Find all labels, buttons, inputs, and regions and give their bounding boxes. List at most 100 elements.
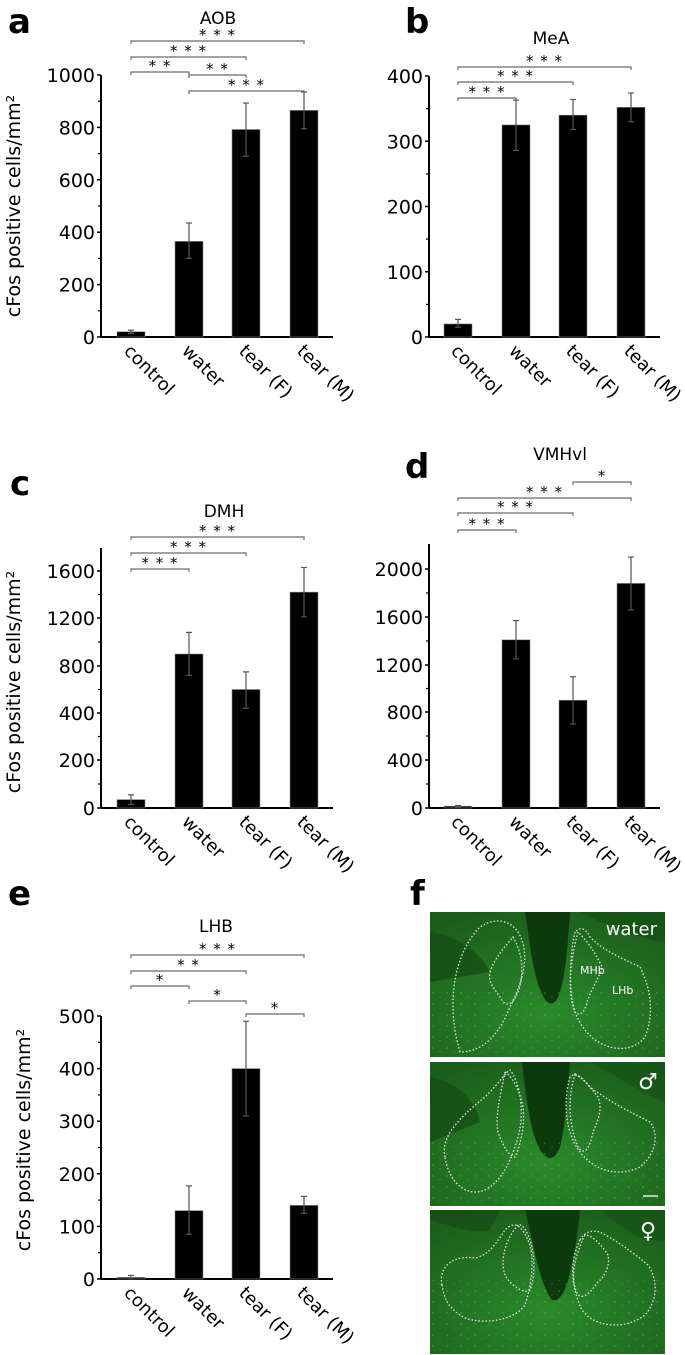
significance-bracket: * * * bbox=[457, 515, 517, 533]
microscopy-panel: water MHb LHb ♂ bbox=[430, 912, 665, 1354]
image-water: water MHb LHb bbox=[430, 912, 665, 1057]
svg-text:* * *: * * * bbox=[170, 42, 207, 60]
svg-text:* *: * * bbox=[149, 57, 172, 75]
x-tick-label: tear (F) bbox=[561, 812, 623, 874]
chart-aob: AOB 0 200 400 600 800 1000 cFos positive cells/… bbox=[3, 9, 358, 406]
panel-letter-c: c bbox=[10, 464, 30, 504]
chart-dmh: DMH 0 200 400 800 1200 1600 cFos positive cells… bbox=[3, 502, 358, 877]
svg-text:* * *: * * * bbox=[199, 522, 236, 540]
y-tick-label: 800 bbox=[387, 702, 423, 724]
x-tick-label: tear (M) bbox=[292, 341, 358, 407]
y-tick-label: 1600 bbox=[375, 607, 423, 629]
x-tick-label: control bbox=[119, 812, 178, 871]
panel-letter-a: a bbox=[8, 2, 31, 42]
x-tick-label: water bbox=[177, 1283, 229, 1335]
svg-text:* * *: * * * bbox=[497, 67, 534, 85]
significance-bracket: * * * bbox=[130, 940, 305, 958]
significance-bracket: * * * bbox=[130, 42, 247, 60]
svg-text:* * *: * * * bbox=[497, 498, 534, 516]
significance-bracket: * * * bbox=[457, 67, 574, 85]
svg-text:*: * bbox=[213, 986, 222, 1004]
x-tick-label: water bbox=[504, 341, 556, 393]
y-tick-label: 100 bbox=[387, 262, 423, 284]
x-tick-label: tear (F) bbox=[234, 812, 296, 874]
x-tick-label: water bbox=[504, 812, 556, 864]
significance-bracket: * * * bbox=[457, 498, 574, 516]
region-label-lhb: LHb bbox=[612, 984, 633, 997]
significance-bracket: * bbox=[130, 971, 190, 989]
significance-bracket: * * * bbox=[130, 554, 190, 572]
chart-title: DMH bbox=[204, 502, 245, 522]
significance-bracket: * * * bbox=[188, 76, 305, 94]
y-tick-label: 400 bbox=[59, 222, 95, 244]
chart-title: LHB bbox=[199, 917, 233, 937]
y-tick-label: 100 bbox=[59, 1216, 95, 1238]
significance-bracket: * bbox=[188, 986, 247, 1004]
significance-bracket: * * * bbox=[130, 538, 247, 556]
y-tick-label: 200 bbox=[59, 1164, 95, 1186]
x-tick-label: tear (M) bbox=[619, 812, 685, 878]
bar-water bbox=[501, 639, 531, 809]
y-tick-label: 0 bbox=[411, 798, 423, 820]
y-tick-label: 400 bbox=[59, 703, 95, 725]
y-tick-label: 400 bbox=[387, 66, 423, 88]
y-tick-label: 300 bbox=[387, 131, 423, 153]
svg-text:* * *: * * * bbox=[526, 52, 563, 70]
significance-bracket: * * bbox=[130, 956, 247, 974]
y-tick-label: 500 bbox=[59, 1006, 95, 1028]
svg-text:* * *: * * * bbox=[526, 483, 563, 501]
svg-text:* *: * * bbox=[177, 956, 200, 974]
bar-tear-f- bbox=[558, 114, 588, 338]
bar-tear-f- bbox=[231, 129, 261, 338]
panel-letter-b: b bbox=[405, 2, 429, 42]
y-tick-label: 2000 bbox=[375, 559, 423, 581]
bar-tear-m- bbox=[289, 1205, 319, 1280]
significance-bracket: * * bbox=[188, 60, 247, 78]
x-tick-label: tear (F) bbox=[234, 1283, 296, 1345]
y-tick-label: 400 bbox=[59, 1059, 95, 1081]
x-tick-label: tear (M) bbox=[292, 812, 358, 878]
y-tick-label: 0 bbox=[83, 327, 95, 349]
y-tick-label: 800 bbox=[59, 117, 95, 139]
y-tick-label: 300 bbox=[59, 1111, 95, 1133]
svg-text:* *: * * bbox=[206, 60, 229, 78]
y-tick-label: 1600 bbox=[47, 561, 95, 583]
chart-title: AOB bbox=[200, 9, 236, 29]
svg-text:* * *: * * * bbox=[468, 515, 505, 533]
y-axis-label: cFos positive cells/mm² bbox=[3, 95, 25, 317]
panel-letter-f: f bbox=[410, 874, 426, 914]
bar-tear-m- bbox=[289, 591, 319, 809]
y-tick-label: 1200 bbox=[375, 655, 423, 677]
significance-bracket: * * * bbox=[130, 522, 305, 540]
male-symbol-icon: ♂ bbox=[638, 1070, 658, 1095]
significance-bracket: * * * bbox=[457, 83, 517, 101]
svg-text:* * *: * * * bbox=[228, 76, 265, 94]
y-tick-label: 400 bbox=[387, 750, 423, 772]
x-tick-label: tear (F) bbox=[561, 341, 623, 403]
significance-bracket: * * * bbox=[457, 52, 632, 70]
y-tick-label: 0 bbox=[83, 1269, 95, 1291]
x-tick-label: control bbox=[446, 341, 505, 400]
significance-bracket: * bbox=[572, 467, 632, 485]
y-tick-label: 200 bbox=[387, 197, 423, 219]
y-axis-label: cFos positive cells/mm² bbox=[13, 1029, 35, 1251]
svg-text:* * *: * * * bbox=[199, 940, 236, 958]
chart-mea: MeA 0 100 200 300 400 control water tear (F)tear… bbox=[387, 29, 685, 406]
chart-title: MeA bbox=[533, 29, 570, 49]
y-axis-label: cFos positive cells/mm² bbox=[3, 571, 25, 793]
y-tick-label: 800 bbox=[59, 656, 95, 678]
svg-text:* * *: * * * bbox=[170, 538, 207, 556]
svg-text:* * *: * * * bbox=[199, 26, 236, 44]
y-tick-label: 0 bbox=[411, 327, 423, 349]
y-tick-label: 600 bbox=[59, 170, 95, 192]
region-label-mhb: MHb bbox=[580, 964, 605, 977]
x-tick-label: control bbox=[119, 341, 178, 400]
significance-bracket: * * bbox=[130, 57, 190, 75]
svg-text:*: * bbox=[271, 999, 280, 1017]
bar-tear-m- bbox=[616, 583, 646, 809]
svg-text:* * *: * * * bbox=[468, 83, 505, 101]
bar-water bbox=[501, 124, 531, 338]
x-tick-label: tear (F) bbox=[234, 341, 296, 403]
